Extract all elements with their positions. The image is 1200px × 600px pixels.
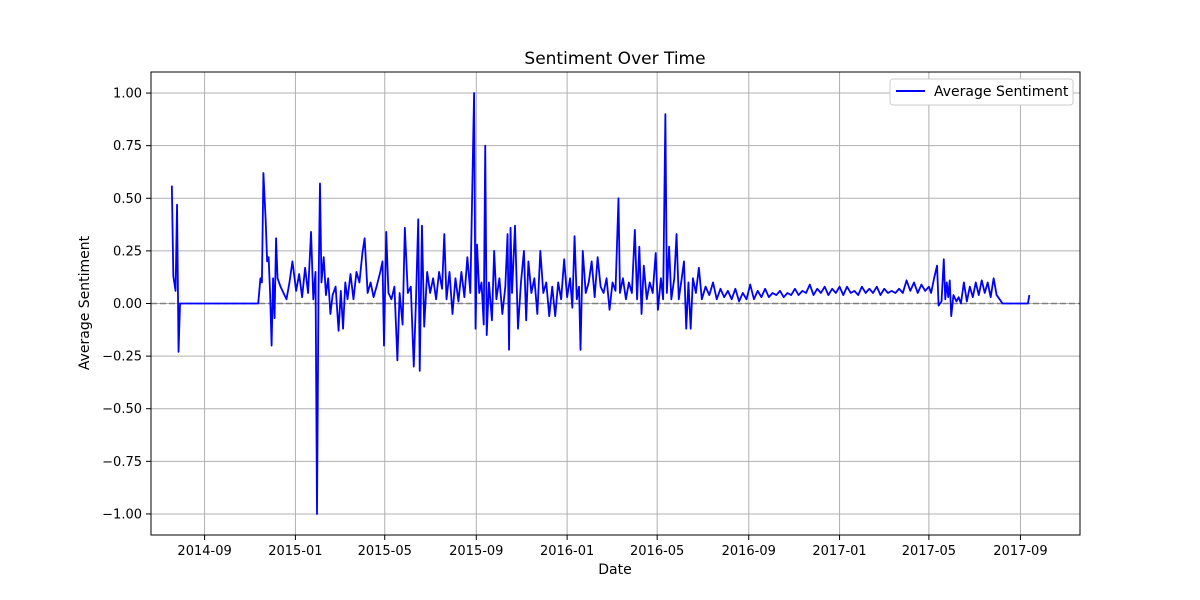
legend: Average Sentiment	[889, 78, 1074, 106]
x-tick-label: 2017-09	[993, 544, 1047, 559]
y-tick-label: 1.00	[113, 87, 142, 102]
y-tick-label: −0.50	[102, 402, 142, 417]
x-tick-label: 2016-05	[630, 544, 684, 559]
x-axis: 2014-09 2015-01 2015-05 2015-09 2016-01 2016-…	[177, 535, 1048, 559]
x-tick-label: 2015-09	[449, 544, 503, 559]
x-tick-label: 2016-01	[540, 544, 594, 559]
y-tick-label: 0.75	[113, 139, 142, 154]
x-tick-label: 2015-05	[358, 544, 412, 559]
x-axis-label: Date	[598, 562, 631, 578]
y-tick-label: 0.00	[113, 297, 142, 312]
chart-title: Sentiment Over Time	[524, 49, 705, 69]
x-tick-label: 2017-05	[902, 544, 956, 559]
y-tick-label: 0.25	[113, 244, 142, 259]
x-tick-label: 2014-09	[177, 544, 231, 559]
legend-label-average-sentiment: Average Sentiment	[934, 84, 1069, 100]
y-axis: 1.00 0.75 0.50 0.25 0.00 −0.25 −0.50 −0.75 −1.00	[102, 87, 151, 522]
y-tick-label: 0.50	[113, 192, 142, 207]
x-tick-label: 2016-09	[722, 544, 776, 559]
y-tick-label: −0.75	[102, 455, 142, 470]
y-tick-label: −0.25	[102, 350, 142, 365]
y-tick-label: −1.00	[102, 507, 142, 522]
series-line-average-sentiment	[170, 92, 1031, 515]
y-axis-label: Average Sentiment	[77, 235, 93, 370]
x-tick-label: 2017-01	[812, 544, 866, 559]
x-tick-label: 2015-01	[268, 544, 322, 559]
legend-box	[889, 78, 1074, 106]
